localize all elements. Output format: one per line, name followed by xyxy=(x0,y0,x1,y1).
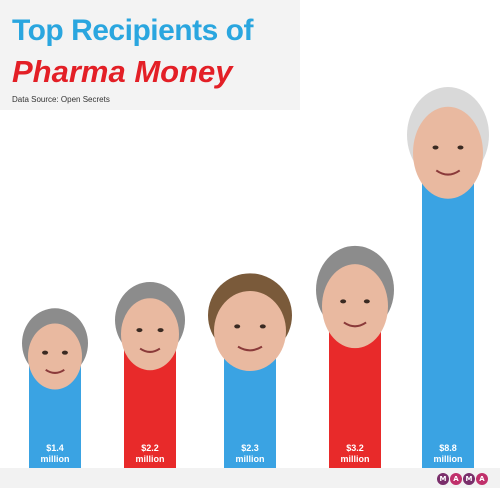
bar-value-unit: million xyxy=(136,454,165,464)
logo-letter: M xyxy=(463,473,475,485)
portrait-photo xyxy=(316,245,394,349)
bar-value-unit: million xyxy=(236,454,265,464)
bar-value-label: $2.3 xyxy=(241,443,259,453)
brand-logo: M A M A xyxy=(437,473,488,485)
bar-value-label: $3.2 xyxy=(346,443,364,453)
portrait-photo xyxy=(22,308,88,390)
title-line-2: Pharma Money xyxy=(12,54,233,89)
logo-letter: M xyxy=(437,473,449,485)
bottom-strip xyxy=(0,468,500,488)
logo-letter: A xyxy=(450,473,462,485)
bar-value-unit: million xyxy=(341,454,370,464)
portrait-photo xyxy=(208,273,292,372)
data-source-label: Data Source: Open Secrets xyxy=(12,95,110,104)
portrait-photo xyxy=(115,282,185,371)
portrait-photo xyxy=(407,87,489,199)
bar xyxy=(422,160,474,468)
title-line-1: Top Recipients of xyxy=(12,14,253,47)
bar-value-label: $2.2 xyxy=(141,443,159,453)
header-background xyxy=(0,0,300,110)
bar-value-label: $1.4 xyxy=(46,443,64,453)
bar-value-unit: million xyxy=(434,454,463,464)
logo-letter: A xyxy=(476,473,488,485)
bar-value-unit: million xyxy=(41,454,70,464)
bar-value-label: $8.8 xyxy=(439,443,457,453)
